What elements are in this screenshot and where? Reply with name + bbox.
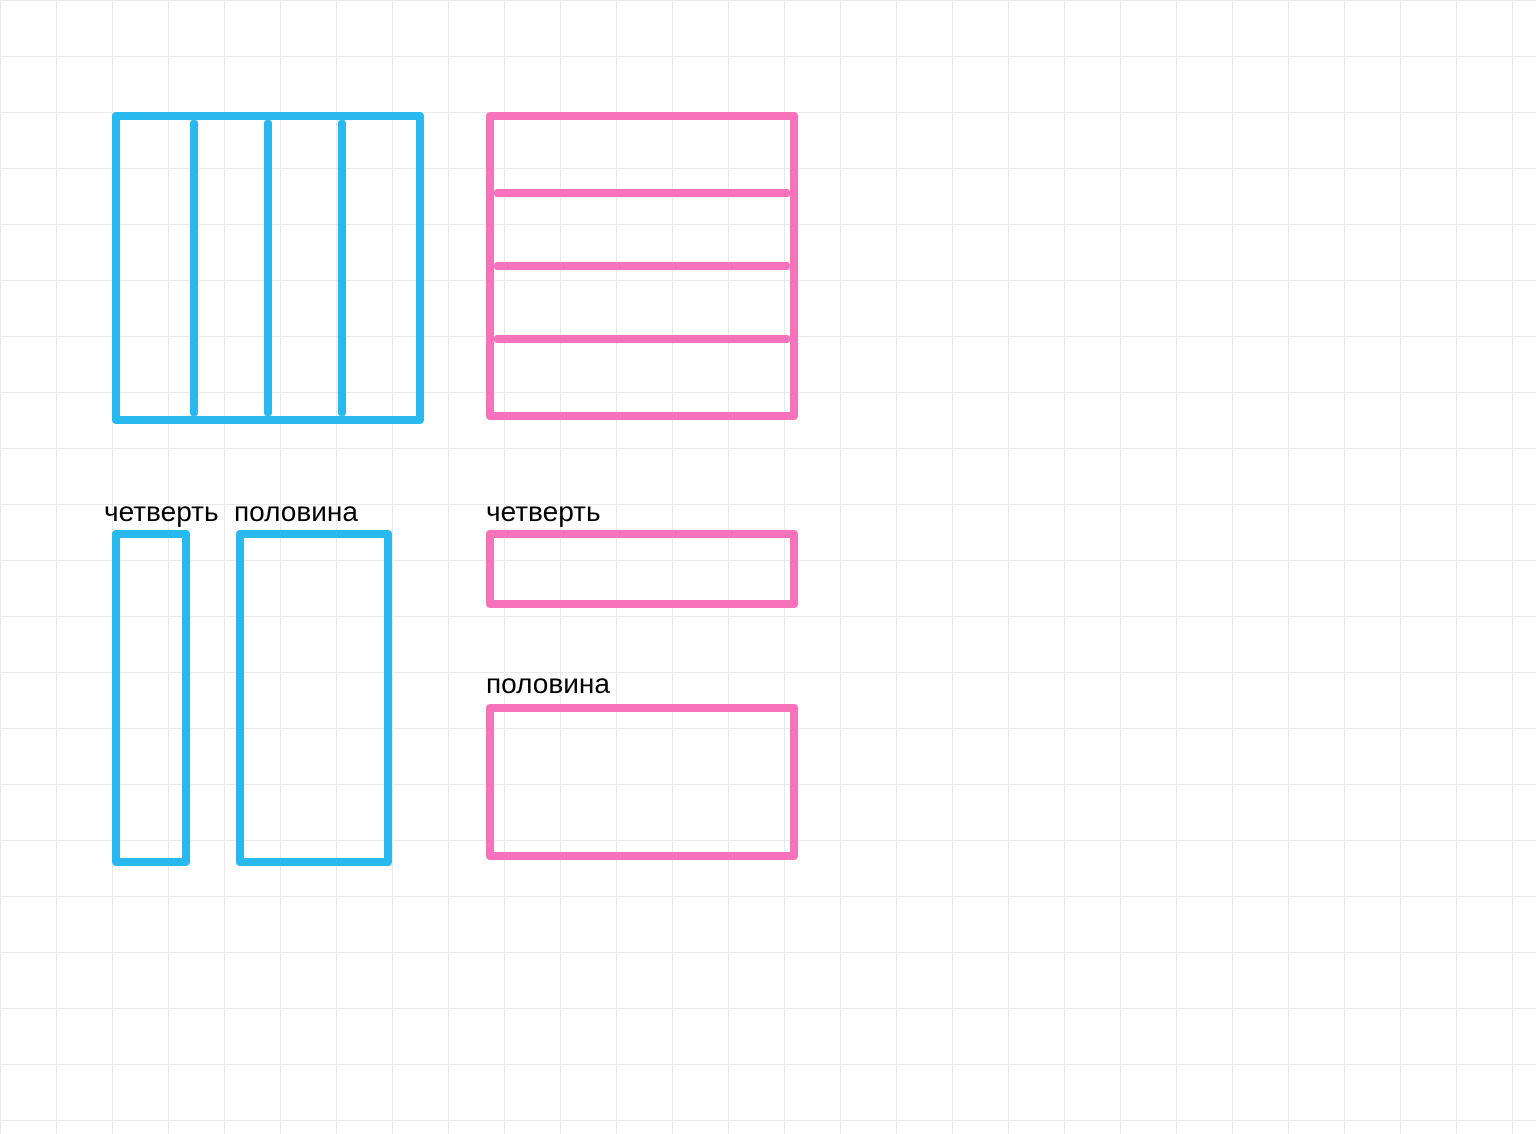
pink-half-label: половина	[486, 668, 610, 700]
division-line	[338, 120, 346, 416]
pink-quarter-rect	[486, 530, 798, 608]
division-line	[494, 262, 790, 270]
blue-half-rect	[236, 530, 392, 866]
blue-quarter-label: четверть	[104, 496, 219, 528]
division-line	[264, 120, 272, 416]
division-line	[190, 120, 198, 416]
blue-quarter-rect	[112, 530, 190, 866]
pink-half-rect	[486, 704, 798, 860]
division-line	[494, 189, 790, 197]
pink-quarter-label: четверть	[486, 496, 601, 528]
blue-square-quarters	[112, 112, 424, 424]
diagram-canvas: четверть половина четверть половина	[0, 0, 1536, 1134]
pink-square-quarters	[486, 112, 798, 420]
blue-half-label: половина	[234, 496, 358, 528]
division-line	[494, 335, 790, 343]
